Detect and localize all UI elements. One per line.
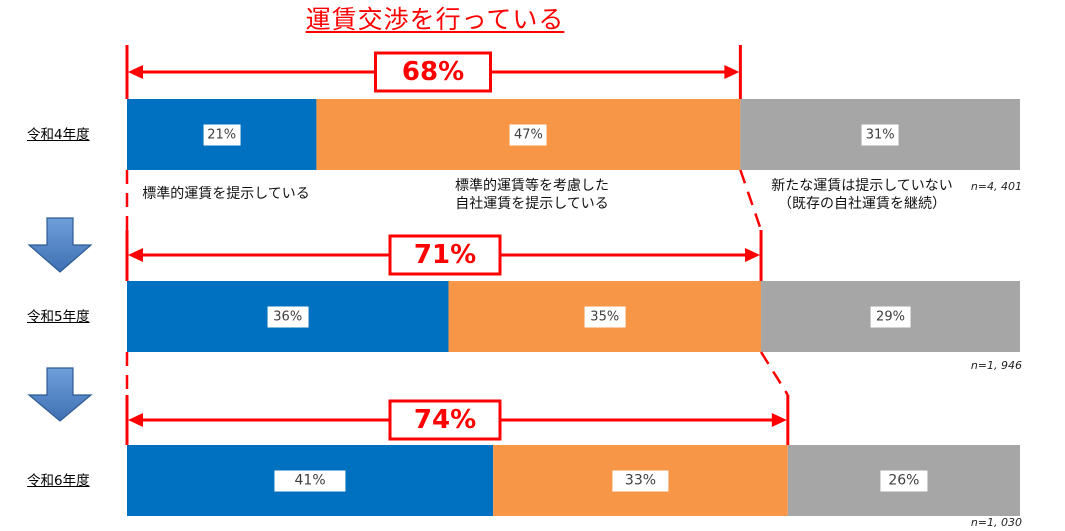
legend-label: 標準的運賃を提示している	[142, 186, 310, 202]
data-label: 33%	[612, 470, 669, 491]
dashed-connector-right	[759, 351, 789, 396]
chart-title: 運賃交渉を行っている	[305, 5, 565, 34]
bracket-arrowhead-left	[128, 65, 143, 79]
total-label: 74%	[413, 405, 477, 435]
dashed-connector-right	[739, 169, 763, 231]
data-label: 36%	[267, 306, 309, 327]
down-arrow-icon	[27, 367, 93, 422]
category-label: 令和4年度	[27, 126, 90, 143]
data-label: 21%	[203, 124, 241, 145]
legend-label: 標準的運賃等を考慮した自社運賃を提示している	[455, 178, 609, 212]
total-label: 71%	[413, 240, 477, 270]
bracket-arrowhead-right	[724, 65, 740, 79]
category-label: 令和6年度	[27, 472, 90, 489]
data-label: 26%	[880, 470, 928, 491]
data-label: 29%	[870, 306, 911, 327]
data-label: 41%	[274, 470, 346, 491]
legend-label: 新たな運賃は提示していない（既存の自社運賃を継続）	[771, 178, 953, 212]
bracket-arrowhead-left	[128, 248, 143, 262]
total-box	[388, 234, 502, 276]
down-arrow-icon	[27, 217, 93, 273]
category-label: 令和5年度	[27, 308, 90, 325]
sample-size-label: n=4, 401	[970, 180, 1022, 193]
bracket-arrowhead-right	[745, 248, 761, 262]
data-label: 47%	[509, 124, 547, 145]
sample-size-label: n=1, 946	[970, 359, 1022, 372]
data-label: 35%	[584, 306, 626, 327]
bracket-arrowhead-right	[771, 413, 787, 427]
bracket-arrowhead-left	[128, 413, 143, 427]
data-label: 31%	[861, 124, 899, 145]
total-label: 68%	[401, 57, 465, 87]
total-box	[388, 399, 502, 441]
sample-size-label: n=1, 030	[970, 516, 1022, 529]
total-box	[374, 51, 492, 93]
